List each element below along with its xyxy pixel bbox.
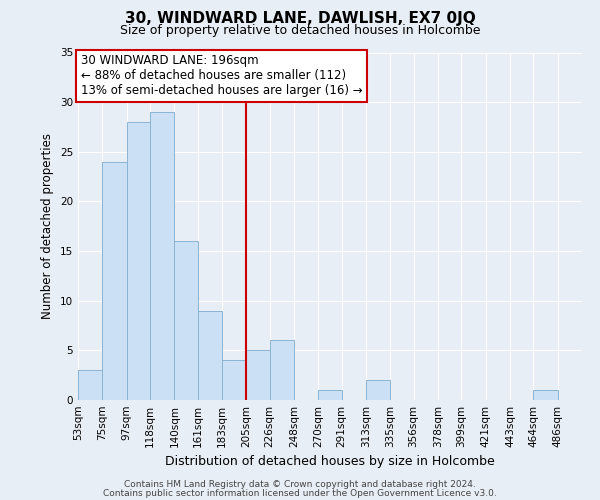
Bar bbox=[150, 112, 175, 400]
Bar bbox=[366, 380, 391, 400]
Bar bbox=[222, 360, 247, 400]
Bar bbox=[78, 370, 103, 400]
X-axis label: Distribution of detached houses by size in Holcombe: Distribution of detached houses by size … bbox=[165, 456, 495, 468]
Bar bbox=[247, 350, 269, 400]
Text: 30, WINDWARD LANE, DAWLISH, EX7 0JQ: 30, WINDWARD LANE, DAWLISH, EX7 0JQ bbox=[125, 11, 475, 26]
Text: Contains public sector information licensed under the Open Government Licence v3: Contains public sector information licen… bbox=[103, 489, 497, 498]
Text: 30 WINDWARD LANE: 196sqm
← 88% of detached houses are smaller (112)
13% of semi-: 30 WINDWARD LANE: 196sqm ← 88% of detach… bbox=[80, 54, 362, 97]
Bar bbox=[127, 122, 150, 400]
Bar bbox=[319, 390, 341, 400]
Text: Contains HM Land Registry data © Crown copyright and database right 2024.: Contains HM Land Registry data © Crown c… bbox=[124, 480, 476, 489]
Y-axis label: Number of detached properties: Number of detached properties bbox=[41, 133, 55, 320]
Bar bbox=[175, 241, 197, 400]
Bar bbox=[103, 162, 127, 400]
Bar bbox=[533, 390, 557, 400]
Text: Size of property relative to detached houses in Holcombe: Size of property relative to detached ho… bbox=[120, 24, 480, 37]
Bar bbox=[269, 340, 294, 400]
Bar bbox=[197, 310, 222, 400]
